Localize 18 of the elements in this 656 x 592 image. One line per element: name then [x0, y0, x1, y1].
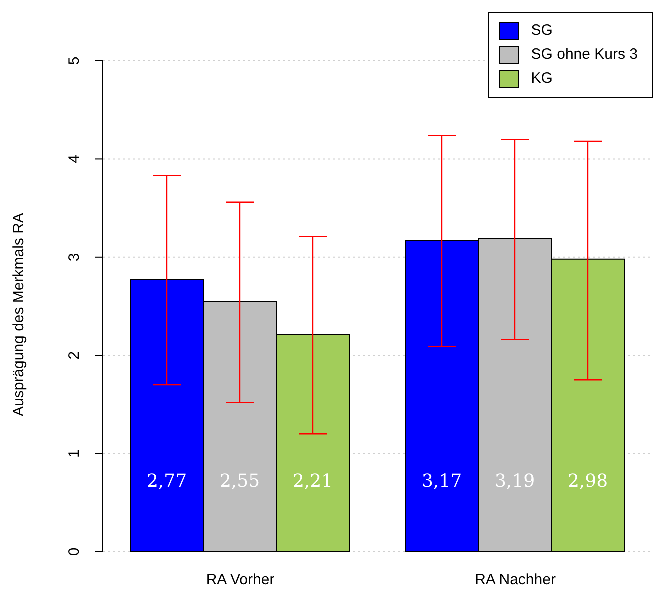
legend-label: SG ohne Kurs 3 [531, 45, 638, 65]
legend-label: SG [531, 21, 553, 41]
data-label: 2,55 [220, 471, 260, 492]
y-tick-label: 0 [66, 548, 83, 556]
data-label: 2,21 [292, 471, 334, 492]
y-tick-label: 5 [66, 56, 83, 66]
data-label: 3,17 [422, 471, 462, 492]
data-label: 2,77 [146, 471, 188, 492]
legend-label: KG [531, 69, 553, 89]
y-tick-label: 2 [66, 351, 83, 360]
data-label: 2,98 [568, 471, 608, 492]
x-tick-label: RA Vorher [206, 572, 275, 589]
y-axis-title: Ausprägung des Merkmals RA [10, 213, 28, 416]
y-tick-label: 3 [66, 253, 83, 262]
y-tick-label: 4 [66, 155, 83, 164]
x-tick-label: RA Nachher [475, 572, 556, 589]
data-label: 3,19 [494, 471, 536, 492]
y-tick-label: 1 [66, 450, 83, 458]
